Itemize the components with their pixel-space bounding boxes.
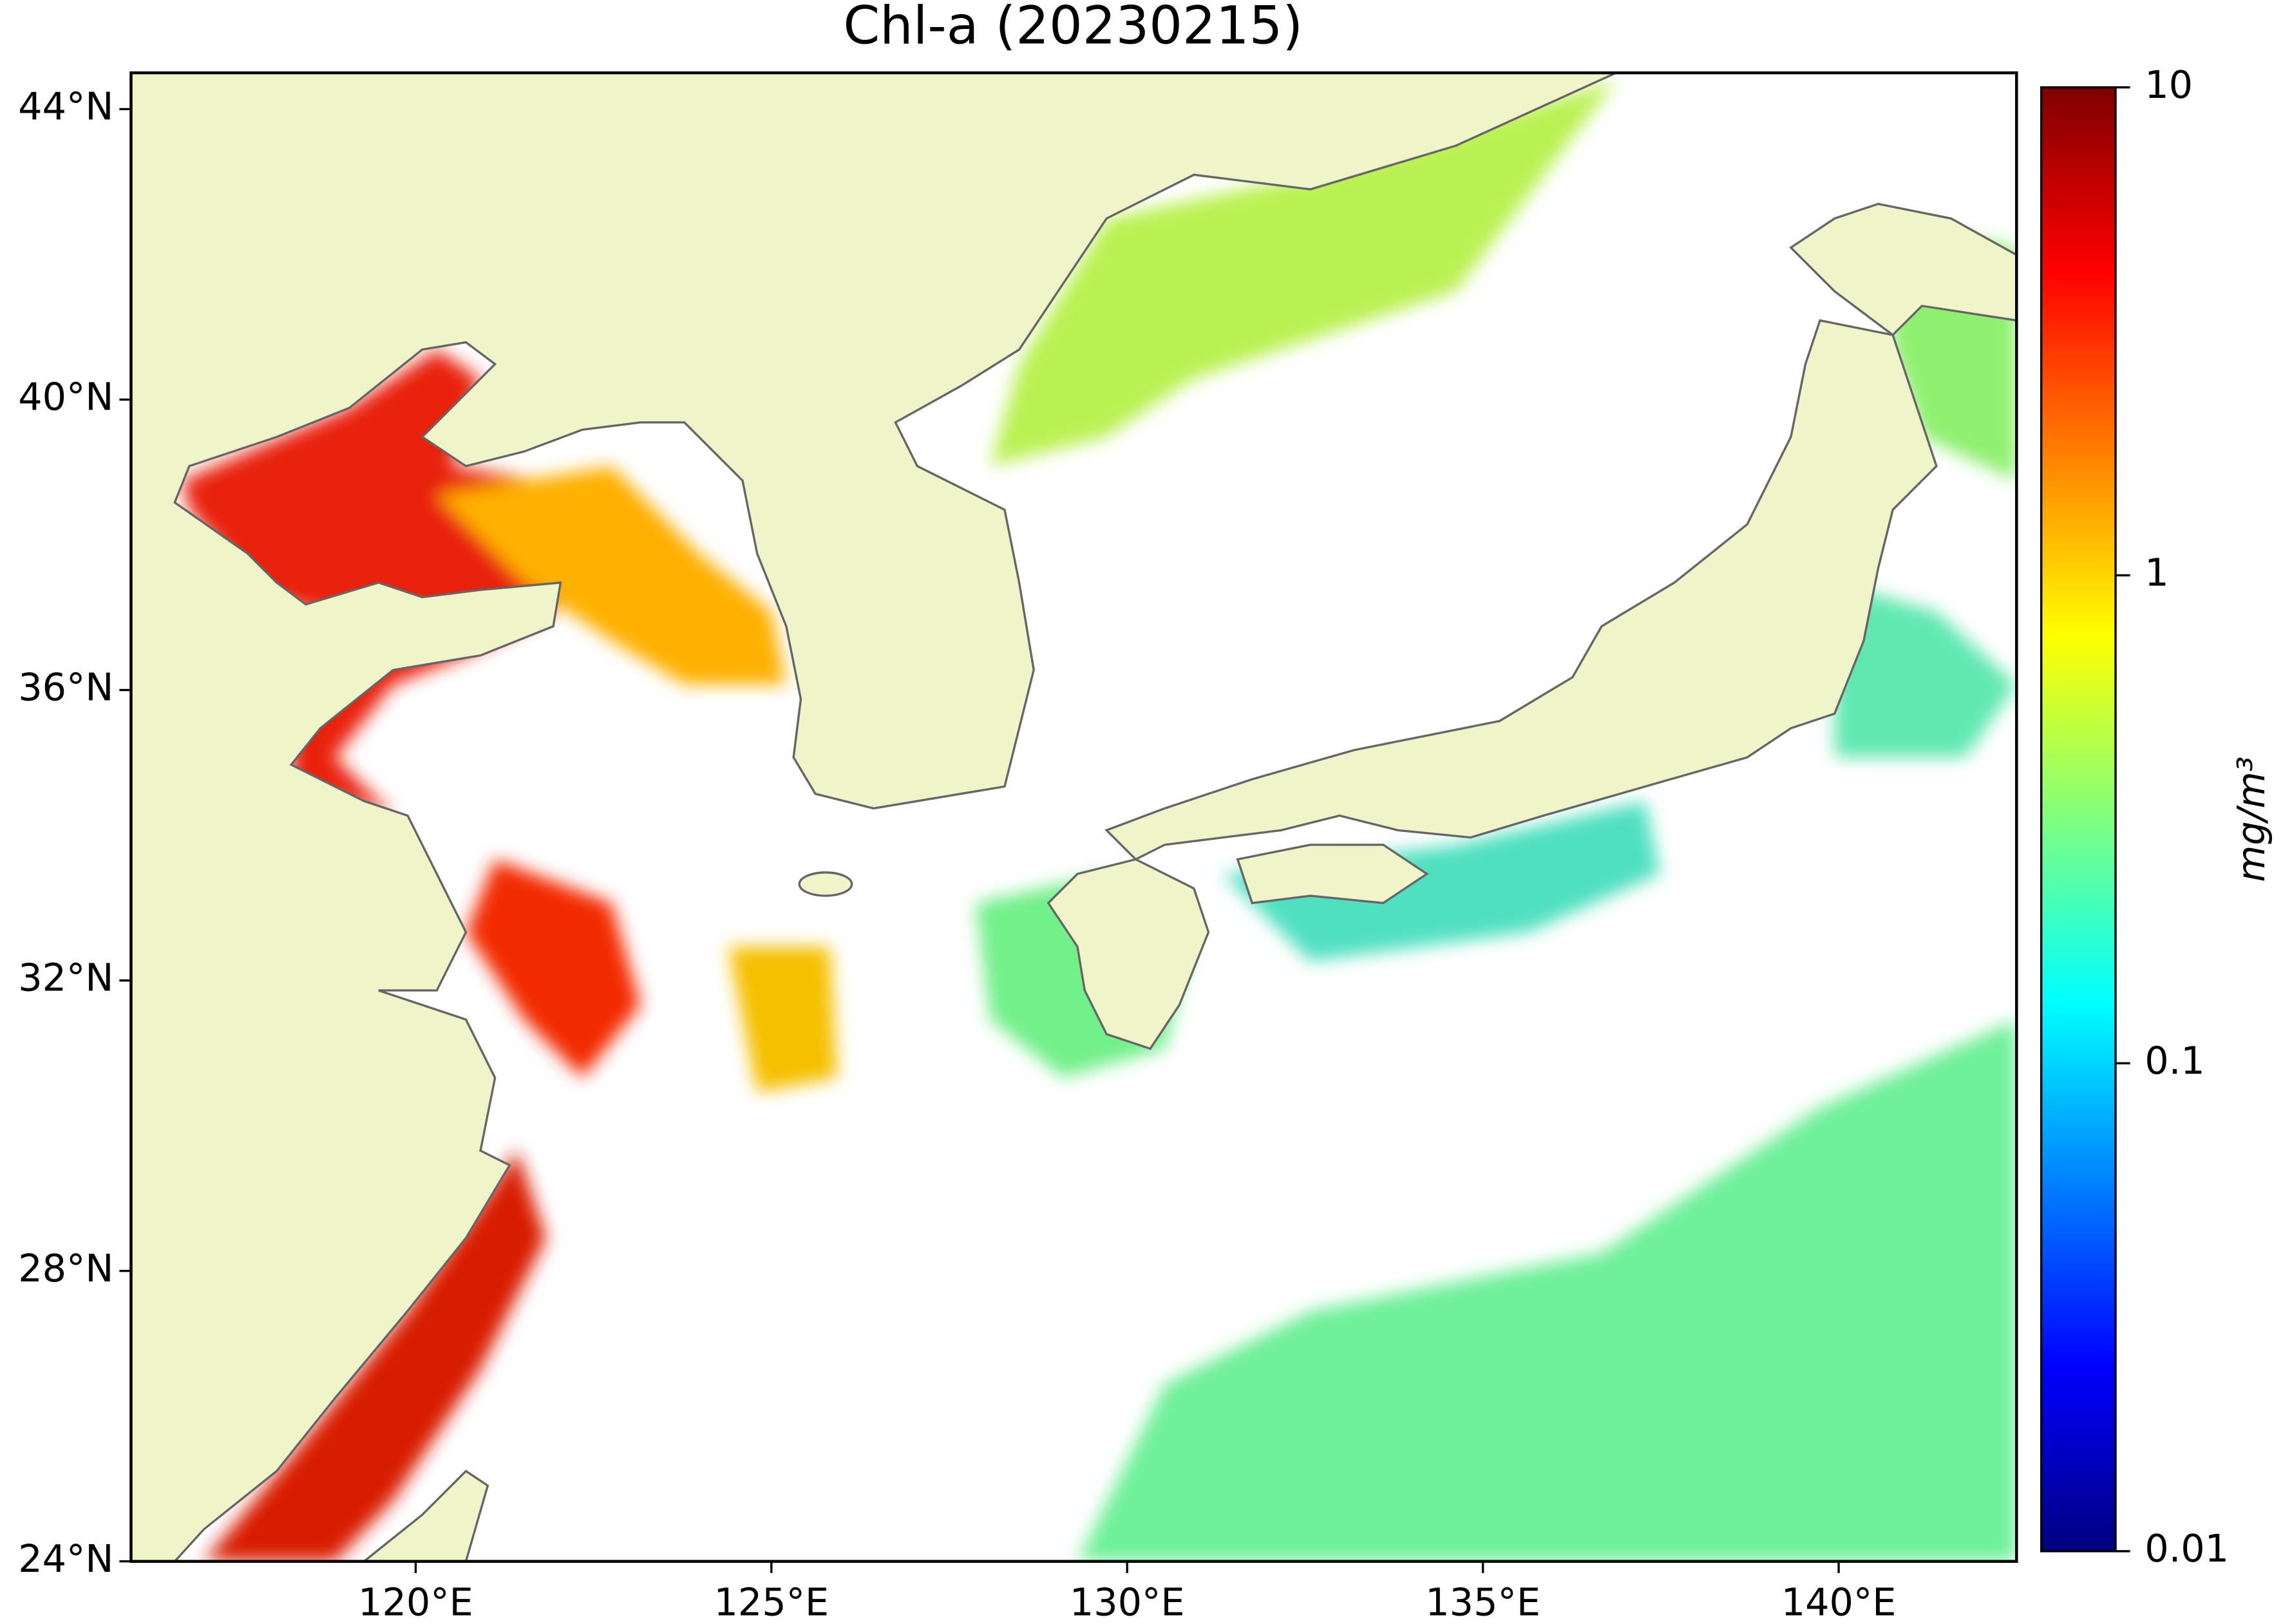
land-honshu bbox=[1104, 319, 1938, 861]
colorbar-tick-label: 10 bbox=[2145, 62, 2193, 107]
colorbar bbox=[2040, 86, 2117, 1553]
y-tick-label: 40°N bbox=[18, 375, 113, 419]
land-shikoku bbox=[1236, 844, 1429, 905]
chart-title: Chl-a (20230215) bbox=[843, 0, 1303, 57]
x-tick-label: 120°E bbox=[358, 1580, 473, 1624]
x-tick-label: 130°E bbox=[1070, 1580, 1185, 1624]
shikoku-patch bbox=[1223, 801, 1660, 961]
yangtze-patch bbox=[466, 859, 641, 1078]
land-kyushu bbox=[1047, 858, 1210, 1050]
colorbar-label: mg/m³ bbox=[2229, 757, 2273, 882]
bohai-patch bbox=[182, 349, 554, 816]
colorbar-tick-label: 0.01 bbox=[2145, 1526, 2229, 1571]
map-area bbox=[131, 73, 2017, 1562]
y-tick-label: 28°N bbox=[18, 1246, 113, 1290]
sea-of-japan-patch bbox=[990, 80, 1616, 466]
y-tick-label: 44°N bbox=[18, 84, 113, 129]
land-hokkaido bbox=[1789, 202, 2017, 337]
colorbar-tick-label: 1 bbox=[2145, 551, 2168, 595]
y-tick-label: 24°N bbox=[18, 1536, 113, 1581]
y-tick-label: 32°N bbox=[18, 956, 113, 1000]
land-mainland bbox=[131, 73, 1617, 1562]
kanto-patch bbox=[1834, 582, 2017, 758]
land-jeju bbox=[798, 871, 853, 897]
pacific-patch bbox=[1077, 1019, 2017, 1562]
x-tick-label: 125°E bbox=[714, 1580, 829, 1624]
colorbar-tick-label: 0.1 bbox=[2145, 1038, 2204, 1082]
yellow-sea-patch bbox=[437, 466, 786, 685]
x-tick-label: 135°E bbox=[1425, 1580, 1540, 1624]
shelf-patch bbox=[728, 947, 837, 1093]
plot-frame bbox=[129, 71, 2018, 1563]
y-tick-label: 36°N bbox=[18, 665, 113, 710]
land-taiwan bbox=[362, 1469, 489, 1562]
x-tick-label: 140°E bbox=[1781, 1580, 1897, 1624]
